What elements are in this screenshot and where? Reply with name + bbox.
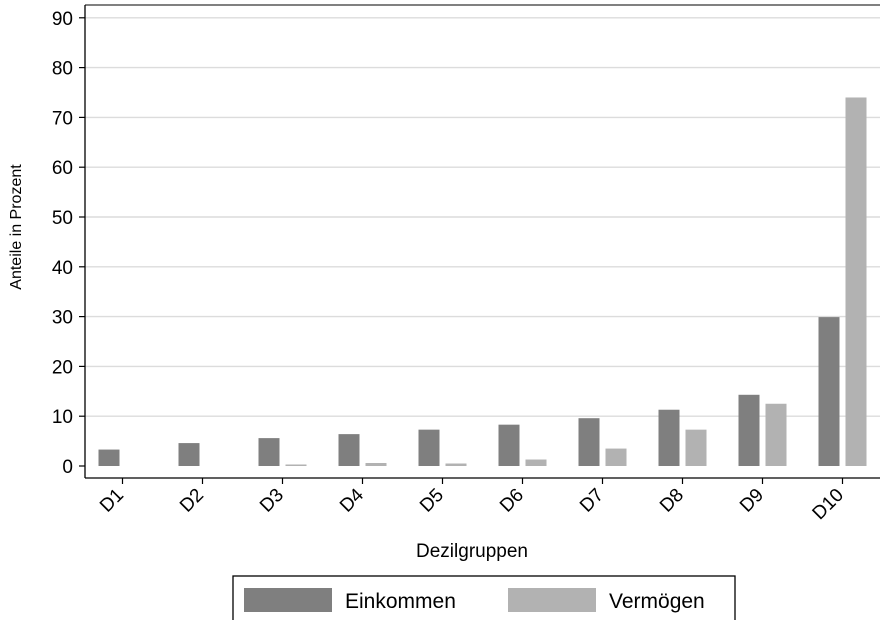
x-axis-title: Dezilgruppen: [416, 541, 528, 562]
y-tick-label: 50: [52, 208, 73, 229]
y-axis-title: Anteile in Prozent: [8, 164, 25, 290]
gridlines: [85, 17, 880, 417]
bar-vermgen-d5: [445, 463, 467, 466]
bar-einkommen-d8: [658, 409, 680, 466]
bar-einkommen-d1: [98, 449, 120, 466]
legend-label-einkommen: Einkommen: [345, 590, 456, 613]
bar-vermgen-d7: [605, 448, 627, 466]
legend: Einkommen Vermögen: [232, 575, 736, 620]
y-tick-label: 0: [62, 457, 73, 478]
y-tick-label: 30: [52, 308, 73, 329]
y-tick-label: 70: [52, 108, 73, 129]
bar-vermgen-d8: [685, 429, 707, 466]
bar-einkommen-d10: [818, 317, 840, 466]
bar-vermgen-d9: [765, 403, 787, 466]
y-axis-ticks: 0 10 20 30 40 50 60 70 80 90: [52, 9, 85, 478]
legend-swatch-vermoegen: [508, 588, 596, 612]
y-tick-label: 20: [52, 357, 73, 378]
bar-einkommen-d7: [578, 418, 600, 466]
bar-einkommen-d9: [738, 394, 760, 466]
bar-vermgen-d3: [285, 464, 307, 466]
bar-einkommen-d2: [178, 443, 200, 466]
bars: [98, 97, 867, 466]
bar-einkommen-d3: [258, 438, 280, 466]
y-tick-label: 40: [52, 258, 73, 279]
bar-einkommen-d6: [498, 424, 520, 466]
bar-einkommen-d5: [418, 429, 440, 466]
y-tick-label: 90: [52, 9, 73, 30]
y-tick-label: 80: [52, 59, 73, 80]
bar-vermgen-d10: [845, 97, 867, 466]
bar-vermgen-d6: [525, 459, 547, 466]
legend-swatch-einkommen: [244, 588, 332, 612]
legend-label-vermoegen: Vermögen: [609, 590, 705, 613]
bar-vermgen-d4: [365, 463, 387, 466]
axes: [84, 4, 880, 479]
y-tick-label: 60: [52, 158, 73, 179]
bar-einkommen-d4: [338, 434, 360, 466]
y-tick-label: 10: [52, 407, 73, 428]
